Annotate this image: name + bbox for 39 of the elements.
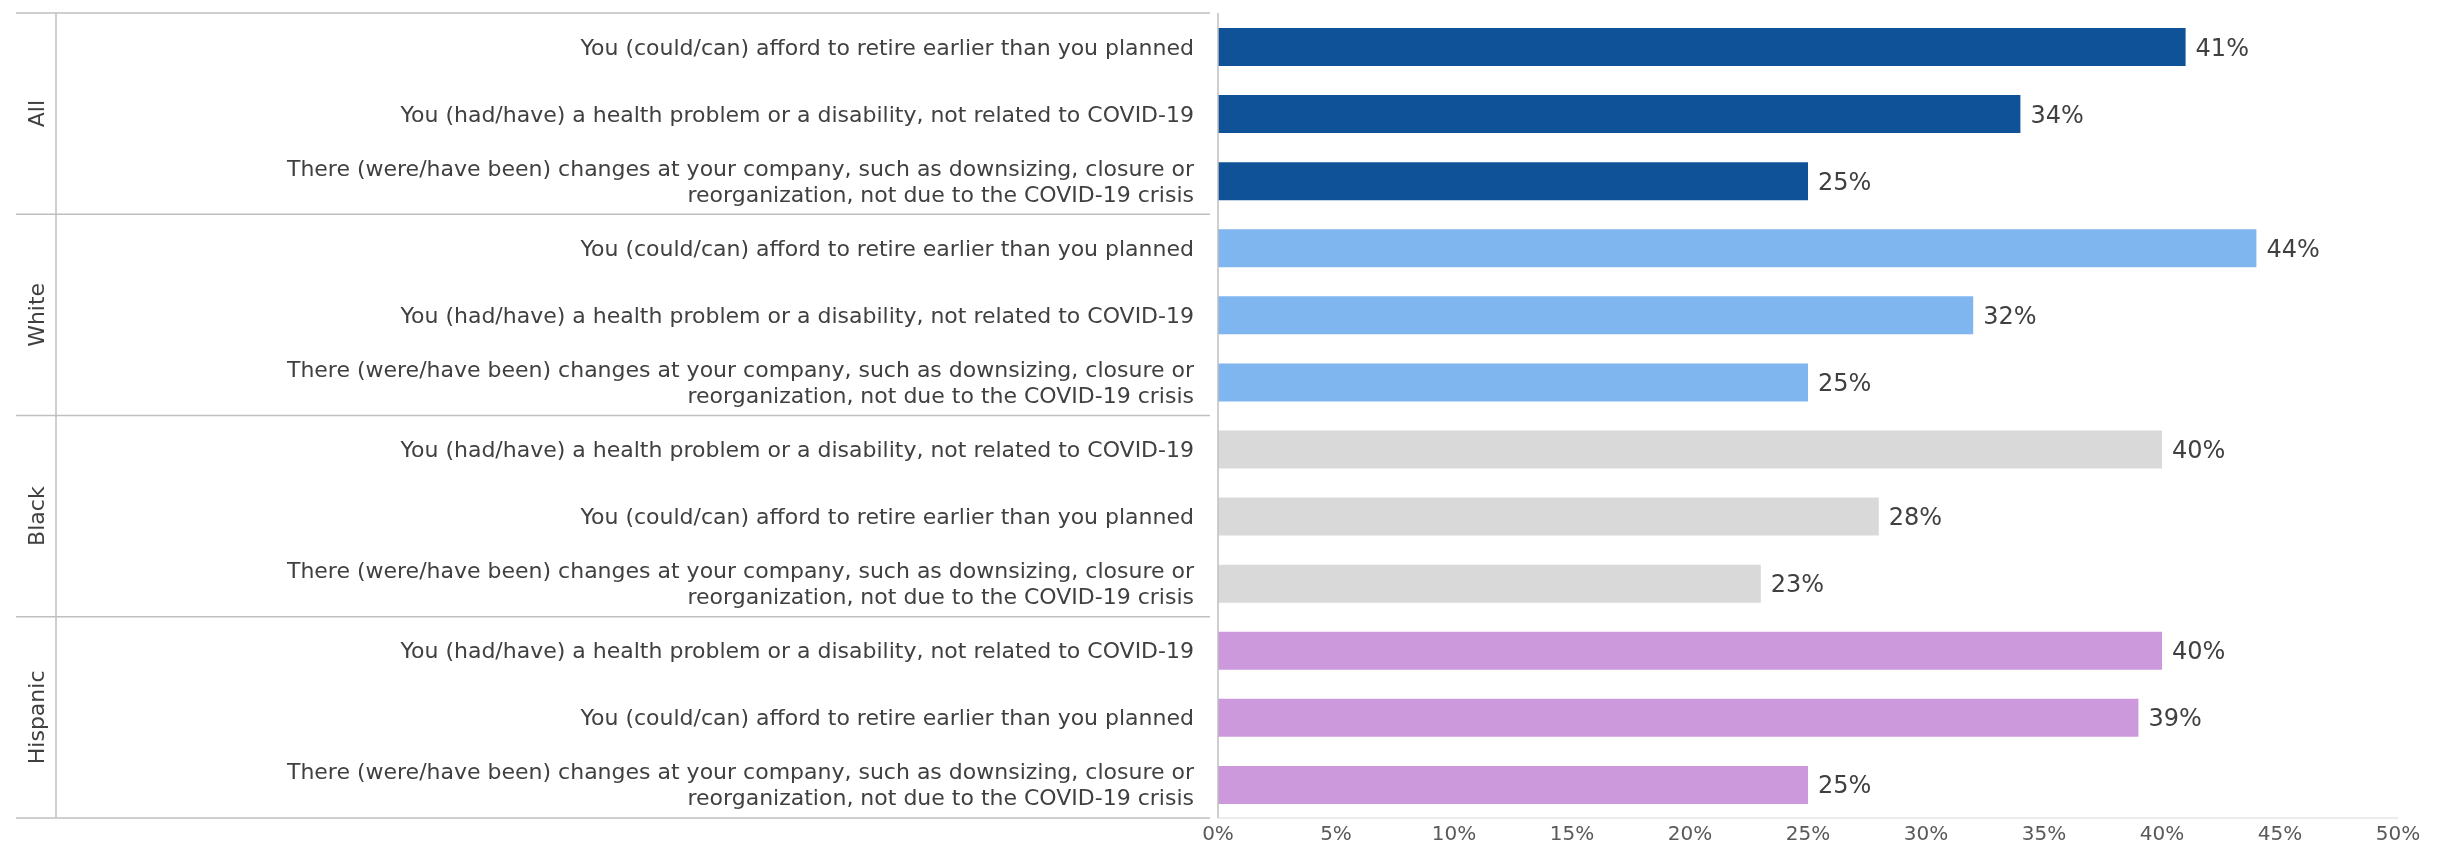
data-label: 25% [1818,167,1872,196]
text: Black [23,486,49,546]
data-label: 34% [2030,100,2084,129]
y-tick-label: You (could/can) afford to retire earlier than you planned [579,704,1194,730]
data-label: 39% [2148,704,2202,733]
x-tick-label: 35% [2021,821,2067,846]
x-tick-label: 25% [1785,821,1831,846]
y-tick-label: There (were/have been) changes at your company, such as downsizing, closure or reorganization, not due to the COVID-19 crisis [285,758,1195,810]
data-label: 25% [1818,771,1872,800]
data-label: 28% [1888,503,1943,532]
data-label: 23% [1770,570,1825,599]
y-tick-label: There (were/have been) changes at your company, such as downsizing, closure or reorganization, not due to the COVID-19 crisis [285,557,1195,609]
y-tick-label: You (could/can) afford to retire earlier than you planned [579,503,1194,529]
data-label: 40% [2172,637,2226,666]
y-tick-label: There (were/have been) changes at your company, such as downsizing, closure or reorganization, not due to the COVID-19 crisis [285,155,1195,207]
x-tick-label: 40% [2139,821,2185,846]
y-tick-label: There (were/have been) changes at your company, such as downsizing, closure or reorganization, not due to the COVID-19 crisis [285,356,1195,408]
text: Hispanic [23,670,49,765]
x-tick-label: 5% [1320,821,1352,846]
y-tick-label: You (had/have) a health problem or a disability, not related to COVID-19 [399,436,1194,462]
y-tick-label: You (could/can) afford to retire earlier than you planned [579,235,1194,261]
data-label: 32% [1983,301,2037,330]
text: White [23,282,49,347]
x-tick-label: 50% [2375,821,2421,846]
y-tick-label: You (had/have) a health problem or a disability, not related to COVID-19 [399,101,1194,127]
x-tick-label: 45% [2257,821,2303,846]
x-tick-label: 20% [1667,821,1713,846]
y-tick-label: You (could/can) afford to retire earlier than you planned [579,34,1194,60]
x-tick-label: 15% [1549,821,1595,846]
data-label: 25% [1818,368,1872,397]
data-label: 44% [2266,234,2320,263]
data-label: 40% [2172,436,2226,465]
y-tick-label: You (had/have) a health problem or a disability, not related to COVID-19 [399,637,1194,663]
text: All [23,99,49,128]
data-label: 41% [2195,33,2249,62]
x-tick-label: 0% [1202,821,1234,846]
x-tick-label: 30% [1903,821,1949,846]
x-tick-label: 10% [1431,821,1477,846]
y-tick-label: You (had/have) a health problem or a disability, not related to COVID-19 [399,302,1194,328]
